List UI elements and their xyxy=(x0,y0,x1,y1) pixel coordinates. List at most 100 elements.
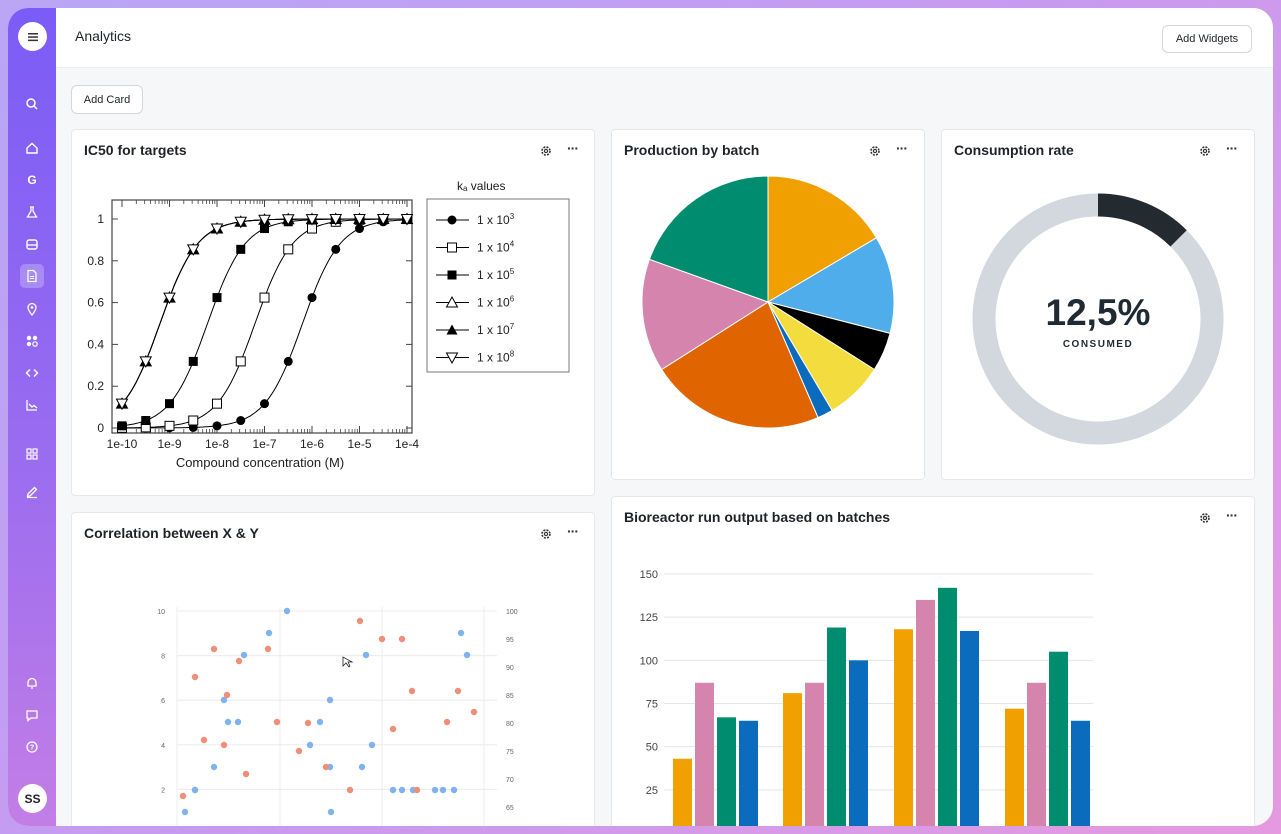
data-point xyxy=(236,416,246,426)
pie-slice xyxy=(660,301,819,429)
bar-s2 xyxy=(805,682,824,826)
dose-response-curve xyxy=(122,219,408,429)
scatter-point-y xyxy=(346,786,354,794)
x-tick-label: 1e-5 xyxy=(347,437,371,451)
x-tick-label: 1e-4 xyxy=(395,437,419,451)
pen-icon xyxy=(26,486,38,499)
data-point xyxy=(186,244,200,256)
data-point xyxy=(329,214,343,226)
data-point xyxy=(260,224,269,234)
code-icon xyxy=(25,369,39,377)
legend-label: 1 x 106 xyxy=(477,295,515,310)
sidebar-item-location[interactable] xyxy=(20,297,44,321)
scatter-point-y xyxy=(398,635,406,643)
bar-s1 xyxy=(673,758,692,826)
y-tick-label: 125 xyxy=(640,612,658,624)
bar-s4 xyxy=(849,660,868,826)
gear-icon[interactable] xyxy=(539,527,553,541)
sidebar-item-messages[interactable] xyxy=(20,703,44,727)
sidebar-item-code[interactable] xyxy=(20,361,44,385)
hamburger-icon xyxy=(27,32,38,41)
sidebar-item-apps[interactable] xyxy=(20,329,44,353)
y-tick-label: 1 xyxy=(97,212,104,226)
y2-tick-label: 75 xyxy=(506,749,514,756)
sidebar-item-edit[interactable] xyxy=(20,480,44,504)
bar-s2 xyxy=(695,682,714,826)
more-options-button[interactable]: ··· xyxy=(896,140,908,156)
data-point xyxy=(447,270,457,280)
sidebar-item-home[interactable] xyxy=(20,136,44,160)
data-point xyxy=(447,242,457,253)
y-tick-label: 8 xyxy=(161,654,165,661)
sidebar-item-g[interactable]: G xyxy=(20,168,44,192)
y-tick-label: 100 xyxy=(640,655,658,667)
data-point xyxy=(188,415,199,426)
data-point xyxy=(445,295,459,308)
scatter-point-y xyxy=(389,725,397,733)
data-point xyxy=(258,214,271,227)
donut-gauge: 12,5% CONSUMED xyxy=(972,193,1224,445)
scatter-point-x xyxy=(326,696,334,704)
svg-text:?: ? xyxy=(30,743,35,752)
add-widgets-button[interactable]: Add Widgets xyxy=(1162,25,1252,53)
data-point xyxy=(165,399,174,409)
sidebar-item-help[interactable]: ? xyxy=(20,735,44,759)
bar-s2 xyxy=(916,599,935,826)
dose-response-curve xyxy=(122,218,407,429)
bar-s1 xyxy=(894,629,913,826)
grid-icon xyxy=(26,448,38,460)
legend: ka values 1 x 103 1 x 104 1 x 105 1 x 106 1 … xyxy=(426,179,570,373)
x-tick-label: 1e-6 xyxy=(300,437,324,451)
scatter-point-y xyxy=(235,657,243,665)
scatter-chart: 10 8 6 4 2 100 95 90 85 80 75 70 65 xyxy=(157,607,518,826)
sidebar-item-inbox[interactable] xyxy=(20,232,44,256)
data-point xyxy=(281,214,295,226)
more-options-button[interactable]: ··· xyxy=(567,140,579,156)
legend-title: ka values xyxy=(457,179,505,193)
data-point xyxy=(447,215,457,225)
more-options-button[interactable]: ··· xyxy=(567,523,579,539)
gear-icon[interactable] xyxy=(1198,144,1212,158)
more-options-button[interactable]: ··· xyxy=(1226,507,1238,523)
scatter-point-y xyxy=(264,645,272,653)
sidebar-item-grid[interactable] xyxy=(20,442,44,466)
user-avatar[interactable]: SS xyxy=(18,784,47,813)
cursor-icon xyxy=(342,656,354,668)
bar-s4 xyxy=(1071,720,1090,826)
sidebar-item-lab[interactable] xyxy=(20,200,44,224)
card-title: Consumption rate xyxy=(954,142,1074,158)
gear-icon[interactable] xyxy=(868,144,882,158)
gear-icon[interactable] xyxy=(539,144,553,158)
data-point xyxy=(400,214,414,226)
scatter-point-x xyxy=(220,696,228,704)
gear-icon[interactable] xyxy=(1198,511,1212,525)
sidebar-item-documents[interactable] xyxy=(20,264,44,288)
scatter-point-y xyxy=(413,786,421,794)
sidebar-item-reports[interactable] xyxy=(20,393,44,417)
scatter-point-x xyxy=(181,808,189,816)
search-icon xyxy=(26,98,38,110)
data-point xyxy=(141,416,151,426)
menu-button[interactable] xyxy=(18,22,47,51)
card-title: Correlation between X & Y xyxy=(84,525,259,541)
legend-label: 1 x 108 xyxy=(477,350,515,365)
page-title: Analytics xyxy=(75,28,132,44)
legend-label: 1 x 103 xyxy=(477,212,515,227)
help-icon: ? xyxy=(26,741,38,753)
scatter-point-y xyxy=(295,747,303,755)
scatter-point-x xyxy=(389,786,397,794)
scatter-point-y xyxy=(200,736,208,744)
add-card-button[interactable]: Add Card xyxy=(71,85,143,114)
scatter-point-x xyxy=(283,607,291,615)
more-options-button[interactable]: ··· xyxy=(1226,140,1238,156)
sidebar-item-notifications[interactable] xyxy=(20,671,44,695)
inbox-icon xyxy=(26,239,38,250)
y2-tick-label: 95 xyxy=(506,637,514,644)
scatter-point-x xyxy=(358,763,366,771)
sidebar-item-search[interactable] xyxy=(20,92,44,116)
consumed-caption: CONSUMED xyxy=(1063,339,1133,350)
apps-icon xyxy=(26,335,38,347)
scatter-point-y xyxy=(179,792,187,800)
scatter-point-x xyxy=(368,741,376,749)
location-pin-icon xyxy=(27,302,37,316)
